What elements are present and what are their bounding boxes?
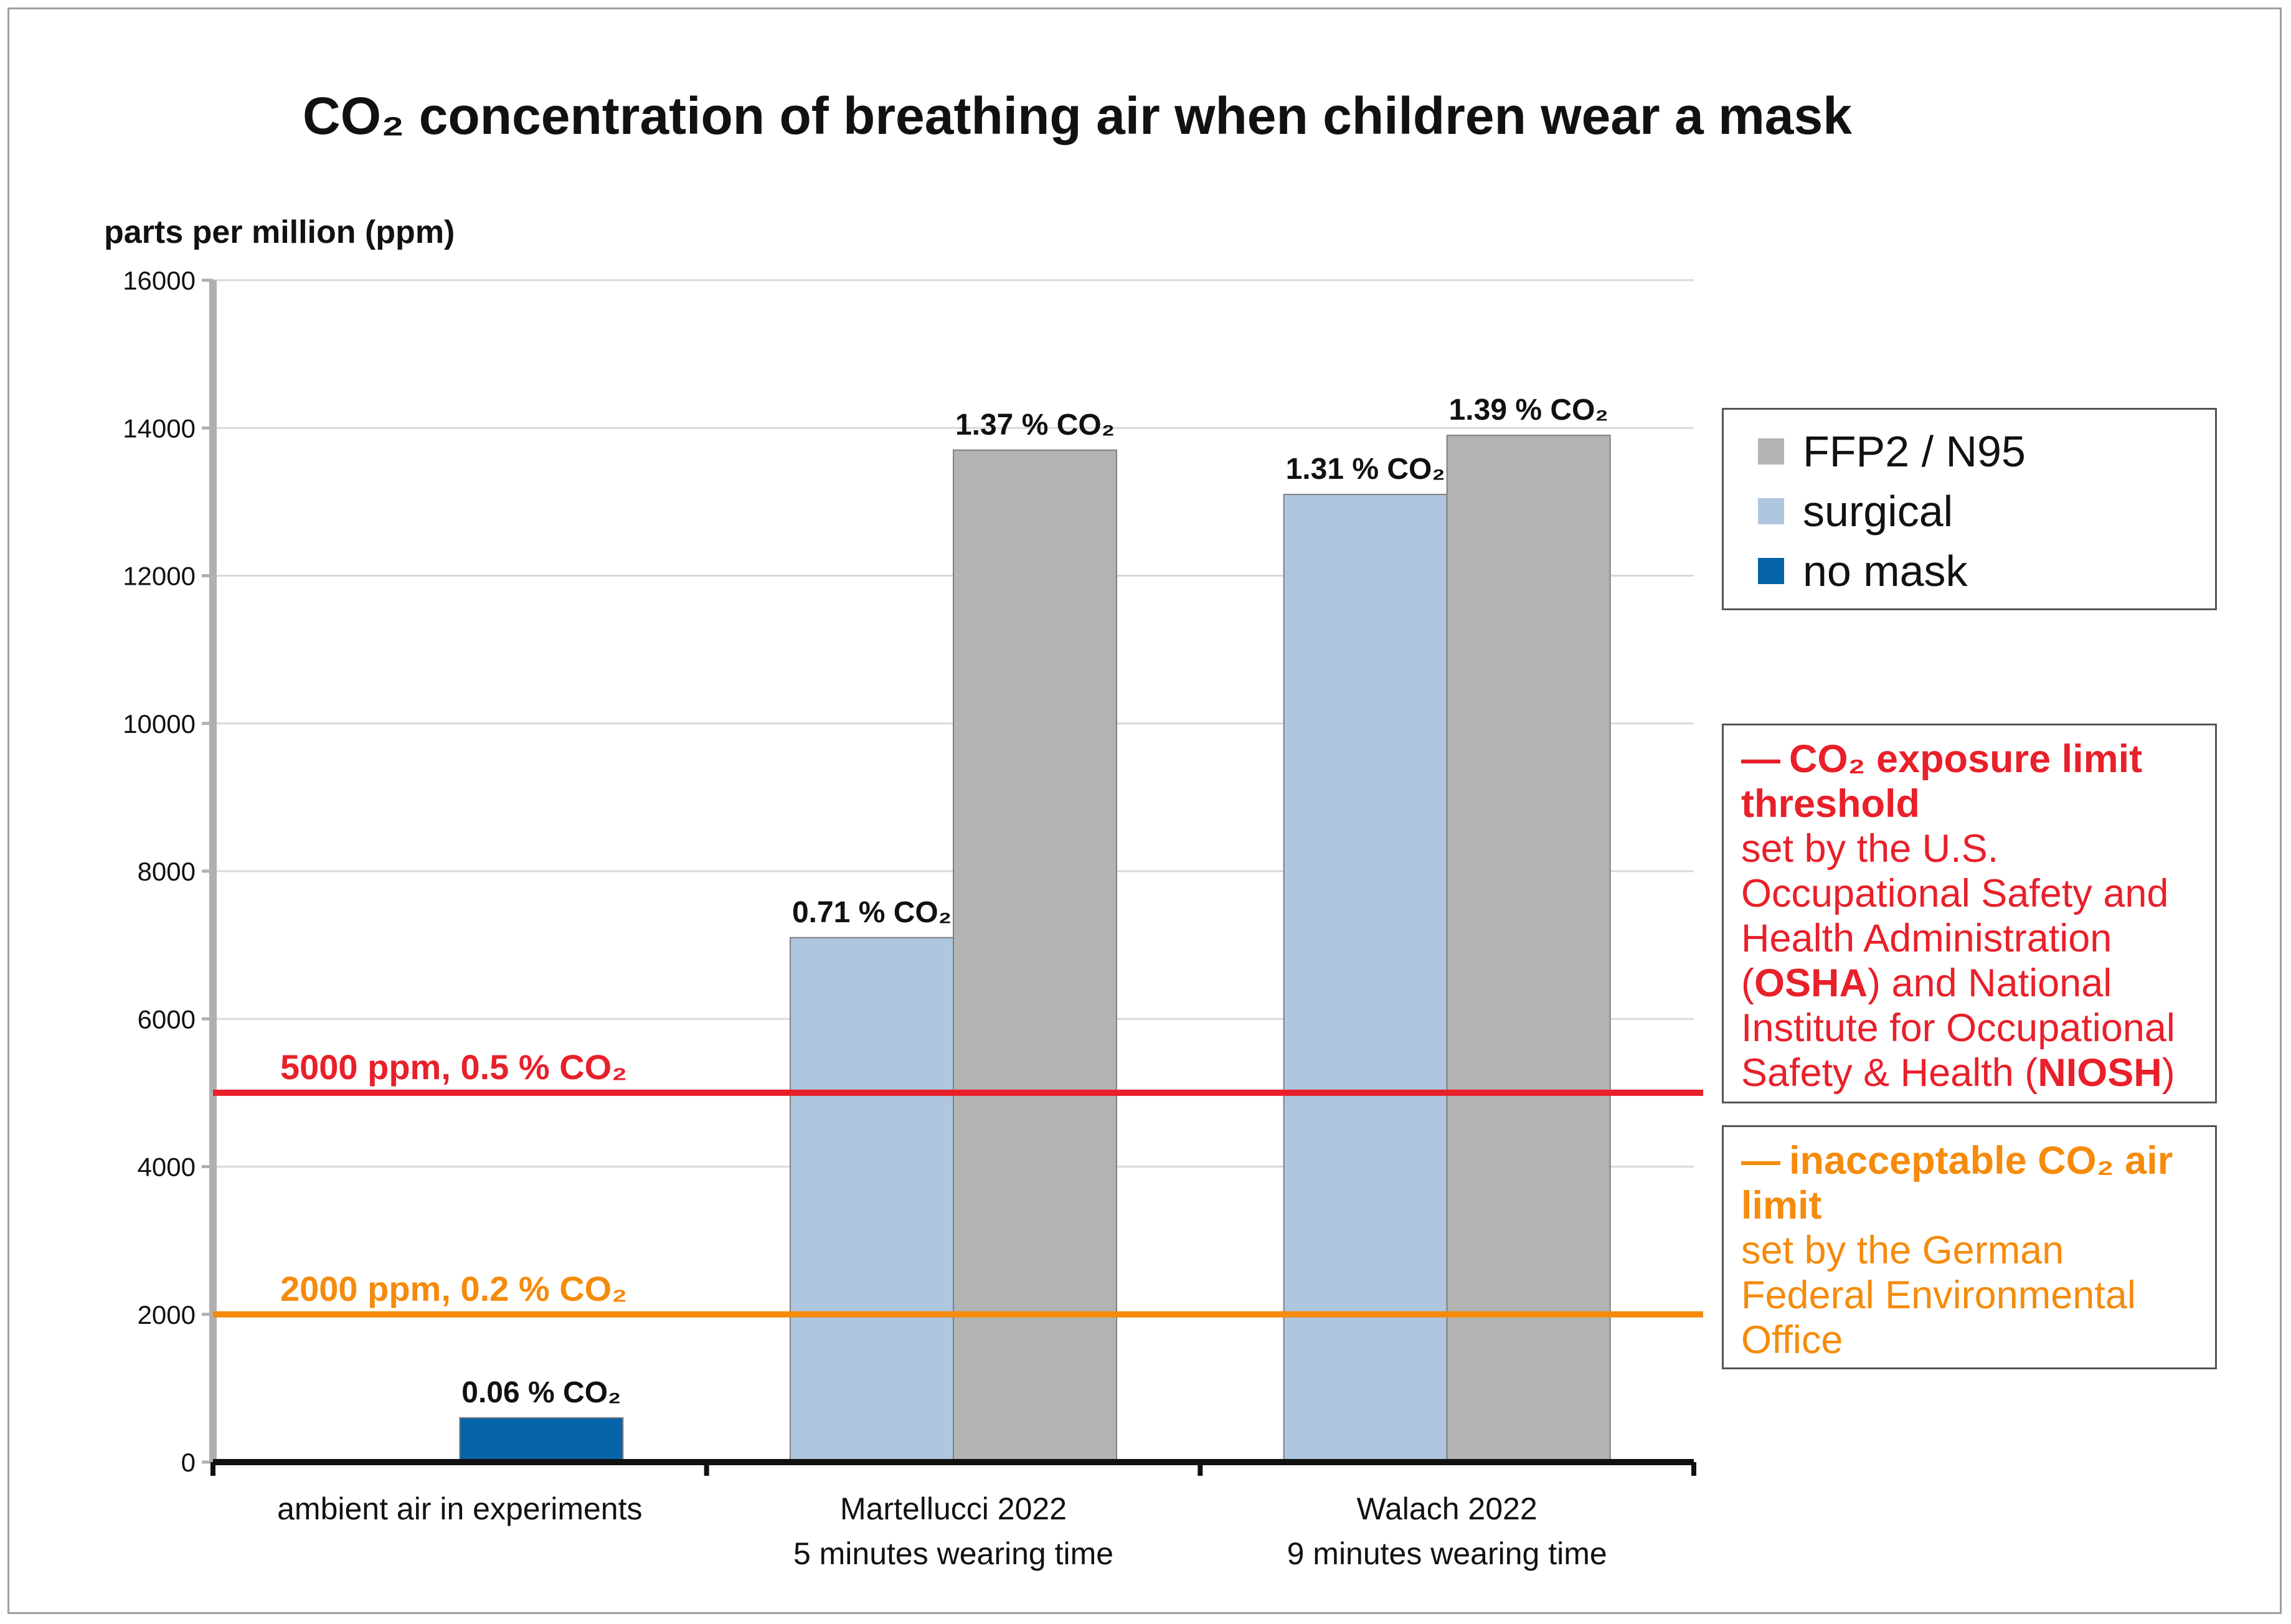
bar-ffp2-n95 bbox=[953, 449, 1117, 1463]
osha-note-text-3: ) bbox=[2161, 1051, 2175, 1095]
x-category-label: ambient air in experiments bbox=[277, 1491, 642, 1526]
y-tick-label: 14000 bbox=[123, 413, 196, 443]
y-tick-label: 12000 bbox=[123, 562, 196, 591]
co2-bar-chart: CO₂ concentration of breathing air when … bbox=[104, 87, 1852, 1571]
bar-ffp2-n95 bbox=[1446, 435, 1611, 1463]
legend-label-ffp2: FFP2 / N95 bbox=[1803, 427, 2026, 476]
chart-frame: CO₂ concentration of breathing air when … bbox=[7, 7, 2282, 1614]
niosh-abbrev: NIOSH bbox=[2038, 1051, 2162, 1095]
legend: FFP2 / N95 surgical no mask bbox=[1722, 408, 2217, 610]
uba-note-title: inacceptable CO₂ air limit bbox=[1741, 1139, 2173, 1227]
uba-limit-note: — inacceptable CO₂ air limit set by the G… bbox=[1722, 1125, 2217, 1369]
bar-data-label: 0.06 % CO₂ bbox=[461, 1376, 621, 1409]
bar-no-mask bbox=[459, 1417, 624, 1463]
bar-surgical bbox=[1283, 494, 1448, 1463]
bar-data-label: 0.71 % CO₂ bbox=[792, 896, 952, 929]
y-tick-label: 6000 bbox=[138, 1004, 196, 1034]
uba-note-body: set by the German Federal Environmental … bbox=[1741, 1229, 2136, 1362]
legend-label-no-mask: no mask bbox=[1803, 547, 1968, 595]
x-category-sublabel: 5 minutes wearing time bbox=[793, 1536, 1113, 1571]
orange-dash-icon: — bbox=[1741, 1139, 1780, 1183]
osha-abbrev: OSHA bbox=[1754, 961, 1868, 1005]
legend-item-ffp2: FFP2 / N95 bbox=[1758, 427, 2026, 476]
threshold-label-2000: 2000 ppm, 0.2 % CO₂ bbox=[280, 1269, 627, 1308]
bar-data-label: 1.31 % CO₂ bbox=[1286, 453, 1445, 486]
threshold-label-5000: 5000 ppm, 0.5 % CO₂ bbox=[280, 1047, 627, 1087]
legend-swatch-no-mask bbox=[1758, 558, 1784, 584]
osha-note-text-1: set by the U.S. Occupational Safety and … bbox=[1741, 827, 2169, 1005]
x-category-label: Martellucci 2022 bbox=[840, 1491, 1067, 1526]
y-tick-label: 8000 bbox=[138, 857, 196, 886]
x-category-sublabel: 9 minutes wearing time bbox=[1287, 1536, 1607, 1571]
bar-surgical bbox=[790, 937, 954, 1463]
legend-swatch-surgical bbox=[1758, 498, 1784, 524]
chart-title: CO₂ concentration of breathing air when … bbox=[303, 87, 1852, 145]
osha-note-text-2: ) and National Institute for Occupationa… bbox=[1741, 961, 2175, 1095]
y-tick-label: 16000 bbox=[123, 266, 196, 295]
osha-note-title: CO₂ exposure limit threshold bbox=[1741, 737, 2143, 826]
x-category-label: Walach 2022 bbox=[1357, 1491, 1538, 1526]
legend-label-surgical: surgical bbox=[1803, 487, 1953, 536]
osha-threshold-note: — CO₂ exposure limit threshold set by the… bbox=[1722, 724, 2217, 1103]
y-tick-label: 0 bbox=[181, 1448, 196, 1477]
legend-swatch-ffp2 bbox=[1758, 438, 1784, 465]
y-tick-label: 4000 bbox=[138, 1153, 196, 1182]
y-tick-label: 2000 bbox=[138, 1300, 196, 1329]
bar-data-label: 1.37 % CO₂ bbox=[955, 408, 1115, 441]
bar-data-label: 1.39 % CO₂ bbox=[1449, 394, 1608, 427]
y-tick-label: 10000 bbox=[123, 709, 196, 739]
y-axis-label: parts per million (ppm) bbox=[104, 214, 455, 250]
legend-item-surgical: surgical bbox=[1758, 487, 1953, 536]
red-dash-icon: — bbox=[1741, 737, 1780, 781]
legend-item-no-mask: no mask bbox=[1758, 547, 1968, 595]
